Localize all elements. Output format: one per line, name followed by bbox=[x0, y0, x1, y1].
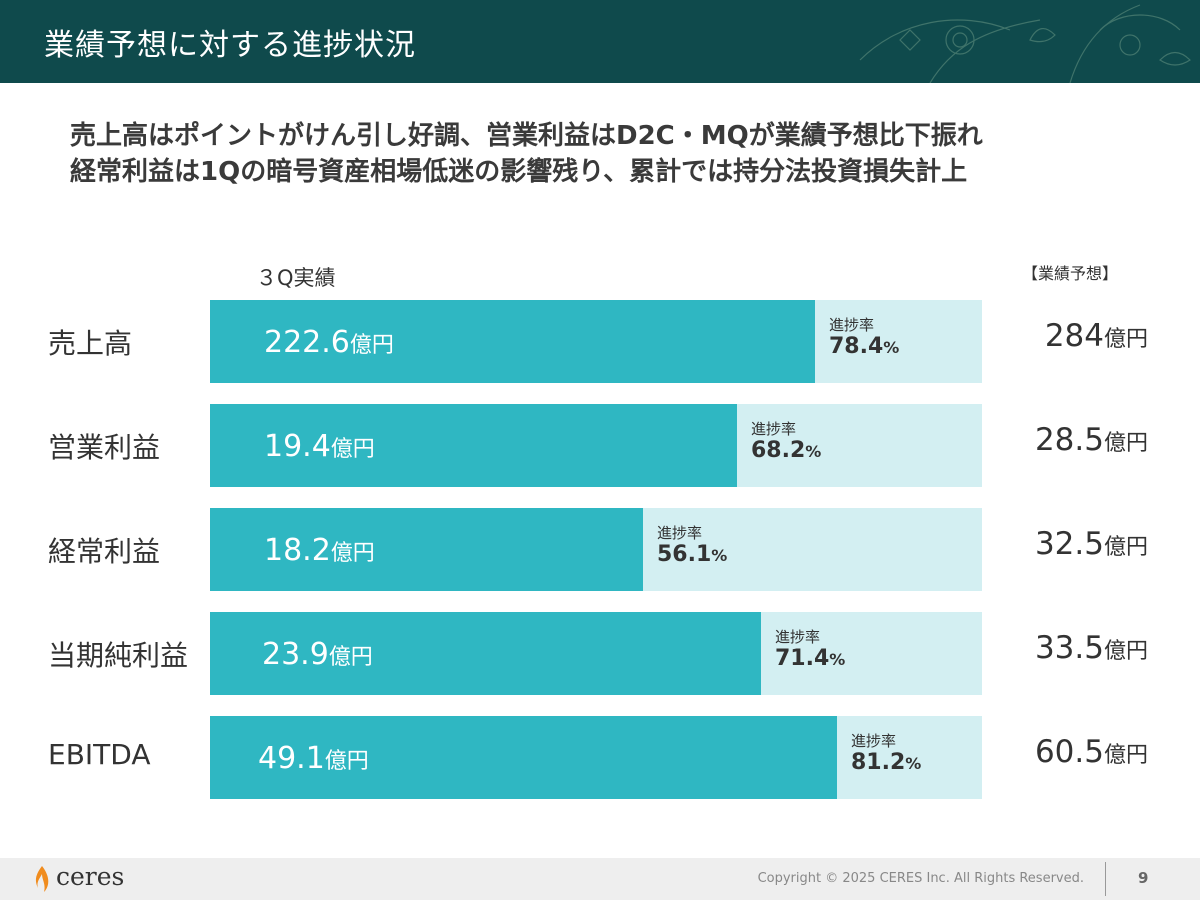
actual-value-label: 23.9億円 bbox=[262, 637, 373, 672]
headline-summary: 売上高はポイントがけん引し好調、営業利益はD2C・MQが業績予想比下振れ 経常利… bbox=[70, 118, 1150, 190]
bar-actual bbox=[210, 300, 815, 383]
row-label: 営業利益 bbox=[48, 431, 161, 464]
forecast-column-header: 【業績予想】 bbox=[1022, 264, 1119, 283]
bar-actual bbox=[210, 508, 643, 591]
actual-value-number: 49.1 bbox=[258, 741, 325, 776]
progress-rate-label: 進捗率 bbox=[751, 420, 797, 438]
row-label: 当期純利益 bbox=[48, 639, 189, 672]
progress-rate-value: 56.1 bbox=[657, 542, 712, 567]
forecast-value-unit: 億円 bbox=[1103, 431, 1148, 456]
logo-text: ceres bbox=[56, 862, 125, 891]
botanical-ornament-icon bbox=[859, 4, 1191, 83]
actual-value-unit: 億円 bbox=[330, 437, 375, 462]
forecast-value-unit: 億円 bbox=[1103, 535, 1148, 560]
progress-rate: 進捗率 81.2% bbox=[851, 732, 921, 775]
bar-actual bbox=[210, 404, 737, 487]
actual-value-unit: 億円 bbox=[330, 541, 375, 566]
progress-rate-value: 71.4 bbox=[775, 646, 830, 671]
forecast-value: 60.5億円 bbox=[1035, 734, 1148, 770]
forecast-value: 33.5億円 bbox=[1035, 630, 1148, 666]
actual-value-label: 222.6億円 bbox=[264, 325, 394, 360]
progress-rate-label: 進捗率 bbox=[851, 732, 897, 750]
headline-line-1: 売上高はポイントがけん引し好調、営業利益はD2C・MQが業績予想比下振れ bbox=[70, 121, 983, 151]
progress-rate: 進捗率 71.4% bbox=[775, 628, 845, 671]
progress-rate-value: 68.2 bbox=[751, 438, 806, 463]
forecast-value-number: 60.5 bbox=[1034, 734, 1104, 770]
forecast-value: 32.5億円 bbox=[1035, 526, 1148, 562]
progress-rate-percent: % bbox=[711, 546, 728, 565]
page-number: 9 bbox=[1138, 869, 1149, 887]
forecast-value: 284億円 bbox=[1045, 318, 1148, 354]
progress-rate-label: 進捗率 bbox=[775, 628, 821, 646]
actual-value-number: 19.4 bbox=[264, 429, 331, 464]
actual-value-number: 18.2 bbox=[264, 533, 331, 568]
actual-value-label: 18.2億円 bbox=[264, 533, 375, 568]
actual-value-unit: 億円 bbox=[324, 749, 369, 774]
actual-value-unit: 億円 bbox=[349, 333, 394, 358]
header-bar: 業績予想に対する進捗状況 bbox=[0, 0, 1200, 83]
actual-column-header: ３Q実績 bbox=[256, 266, 336, 290]
bar-actual bbox=[210, 716, 837, 799]
bar-actual bbox=[210, 612, 761, 695]
progress-rate-percent: % bbox=[805, 442, 822, 461]
forecast-value-number: 32.5 bbox=[1034, 526, 1104, 562]
progress-rate-percent: % bbox=[883, 338, 900, 357]
headline-line-2: 経常利益は1Qの暗号資産相場低迷の影響残り、累計では持分法投資損失計上 bbox=[70, 157, 968, 187]
actual-value-label: 19.4億円 bbox=[264, 429, 375, 464]
copyright: Copyright © 2025 CERES Inc. All Rights R… bbox=[757, 871, 1084, 886]
row-label: 売上高 bbox=[48, 327, 133, 360]
actual-value-label: 49.1億円 bbox=[258, 741, 369, 776]
progress-rate-percent: % bbox=[829, 650, 846, 669]
page-title: 業績予想に対する進捗状況 bbox=[44, 28, 416, 63]
forecast-value-number: 284 bbox=[1044, 318, 1104, 354]
forecast-value-number: 33.5 bbox=[1034, 630, 1104, 666]
progress-rate: 進捗率 68.2% bbox=[751, 420, 821, 463]
actual-value-number: 222.6 bbox=[264, 325, 350, 360]
progress-rate-percent: % bbox=[905, 754, 922, 773]
actual-value-number: 23.9 bbox=[262, 637, 329, 672]
footer: ceres Copyright © 2025 CERES Inc. All Ri… bbox=[0, 858, 1200, 900]
progress-rate-label: 進捗率 bbox=[829, 316, 875, 334]
actual-value-unit: 億円 bbox=[328, 645, 373, 670]
progress-rate: 進捗率 56.1% bbox=[657, 524, 727, 567]
ceres-flame-logo-icon bbox=[35, 866, 49, 892]
forecast-value-unit: 億円 bbox=[1103, 639, 1148, 664]
forecast-value-unit: 億円 bbox=[1103, 327, 1148, 352]
progress-rate-value: 81.2 bbox=[851, 750, 906, 775]
row-label: EBITDA bbox=[48, 738, 151, 771]
progress-rate-value: 78.4 bbox=[829, 334, 884, 359]
row-label: 経常利益 bbox=[48, 535, 161, 568]
forecast-value-unit: 億円 bbox=[1103, 743, 1148, 768]
progress-rate: 進捗率 78.4% bbox=[829, 316, 899, 359]
forecast-value-number: 28.5 bbox=[1034, 422, 1104, 458]
progress-rate-label: 進捗率 bbox=[657, 524, 703, 542]
footer-divider bbox=[1105, 862, 1106, 896]
forecast-value: 28.5億円 bbox=[1035, 422, 1148, 458]
